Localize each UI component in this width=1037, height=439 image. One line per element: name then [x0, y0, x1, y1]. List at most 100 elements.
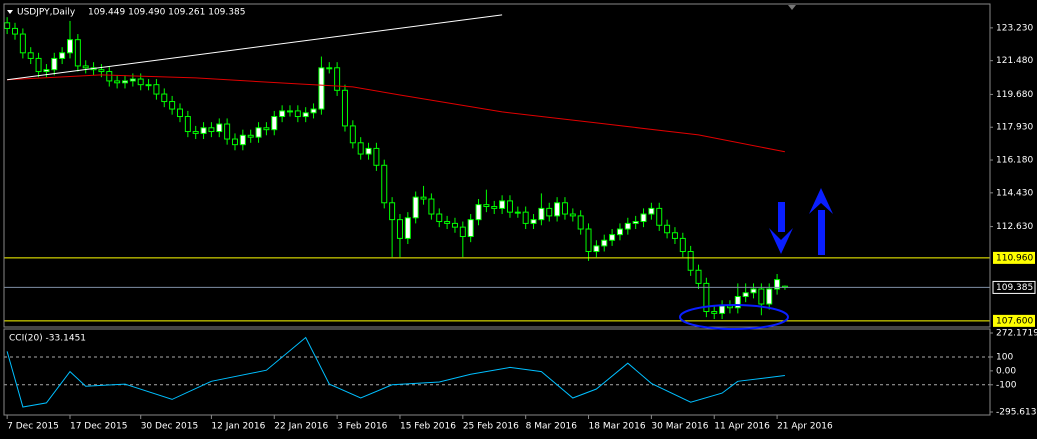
candle-body	[302, 112, 309, 118]
candle-body	[200, 127, 207, 134]
candle-body	[82, 65, 89, 69]
candle-body	[640, 213, 647, 223]
candle-body	[279, 110, 286, 118]
y-tick-label: -295.6136	[996, 408, 1037, 418]
candle-body	[11, 27, 18, 35]
candle-body	[271, 116, 278, 131]
down-arrow-head	[769, 228, 793, 254]
x-tick-label: 18 Mar 2016	[589, 422, 646, 432]
candle-body	[444, 221, 451, 224]
x-tick-label: 30 Mar 2016	[651, 422, 708, 432]
candle-body	[679, 237, 686, 253]
plot-area	[4, 14, 990, 408]
price-panel-frame	[3, 3, 991, 328]
candle-body	[373, 147, 380, 166]
candle-body	[719, 305, 726, 314]
candle-body	[616, 228, 623, 236]
candle-body	[192, 131, 199, 134]
x-tick-label: 7 Dec 2015	[7, 422, 59, 432]
candle-body	[294, 110, 301, 118]
cci-panel-frame	[3, 328, 991, 416]
candle-body	[404, 217, 411, 239]
menu-triangle[interactable]	[7, 10, 13, 14]
candle-body	[239, 134, 246, 146]
y-tick-label: 272.1719	[996, 329, 1037, 339]
level-label: 109.385	[996, 283, 1033, 293]
candle-body	[711, 311, 718, 314]
candle-body	[231, 138, 238, 146]
candle-body	[420, 196, 427, 200]
chart-title: USDJPY,Daily	[17, 8, 76, 18]
candle-body	[436, 213, 443, 223]
candle-body	[734, 296, 741, 309]
candle-body	[349, 125, 356, 144]
candle-body	[742, 292, 749, 298]
candle-body	[137, 78, 144, 86]
candle-body	[129, 78, 136, 82]
cci-line	[6, 336, 785, 408]
candle-body	[27, 52, 34, 59]
candle-body	[451, 222, 458, 228]
candle-body	[263, 127, 270, 131]
x-tick-label: 3 Feb 2016	[337, 422, 388, 432]
candle-body	[428, 198, 435, 215]
candle-body	[687, 251, 694, 271]
candle-body	[66, 39, 73, 54]
x-tick-label: 25 Feb 2016	[463, 422, 519, 432]
candle-body	[499, 200, 506, 209]
candle-body	[475, 204, 482, 221]
candle-body	[624, 222, 631, 230]
candle-body	[365, 147, 372, 155]
candle-body	[19, 33, 26, 54]
candle-body	[255, 127, 262, 138]
up-arrow-shaft	[818, 210, 825, 255]
candle-body	[546, 207, 553, 217]
candle-body	[184, 116, 191, 133]
candle-body	[648, 207, 655, 215]
candle-body	[609, 234, 616, 241]
x-tick-label: 22 Jan 2016	[274, 422, 328, 432]
candle-body	[601, 239, 608, 247]
support-ellipse	[679, 304, 789, 330]
x-tick-label: 8 Mar 2016	[526, 422, 578, 432]
y-tick-label: 121.480	[996, 56, 1033, 66]
candle-body	[530, 219, 537, 224]
candle-body	[326, 67, 333, 70]
shift-marker	[788, 5, 796, 10]
candle-body	[695, 269, 702, 284]
y-tick-label: 0.00	[996, 366, 1016, 376]
candle-body	[310, 108, 317, 114]
y-tick-label: 114.430	[996, 188, 1033, 198]
candle-body	[153, 84, 160, 95]
candle-body	[334, 67, 341, 91]
candle-body	[98, 69, 105, 73]
candle-body	[671, 232, 678, 239]
x-tick-label: 21 Apr 2016	[777, 422, 833, 432]
candle-body	[577, 215, 584, 230]
x-tick-label: 15 Feb 2016	[400, 422, 456, 432]
candle-body	[703, 282, 710, 313]
candle-body	[145, 84, 152, 87]
candle-body	[483, 204, 490, 208]
candle-body	[412, 196, 419, 219]
x-tick-label: 12 Jan 2016	[211, 422, 265, 432]
trend-line	[7, 14, 503, 81]
candle-body	[726, 305, 733, 309]
down-arrow-shaft	[778, 202, 785, 232]
candle-body	[318, 67, 325, 110]
x-tick-label: 11 Apr 2016	[714, 422, 770, 432]
candle-body	[341, 89, 348, 127]
cci-title: CCI(20) -33.1451	[9, 334, 86, 344]
candle-body	[467, 219, 474, 238]
y-tick-label: 117.930	[996, 123, 1033, 133]
y-tick-label: 116.180	[996, 156, 1033, 166]
candle-body	[593, 245, 600, 253]
candle-body	[506, 200, 513, 213]
level-label: 110.960	[996, 253, 1033, 263]
candle-body	[176, 108, 183, 118]
up-arrow-head	[809, 188, 833, 214]
candle-body	[121, 80, 128, 84]
candle-body	[247, 134, 254, 138]
